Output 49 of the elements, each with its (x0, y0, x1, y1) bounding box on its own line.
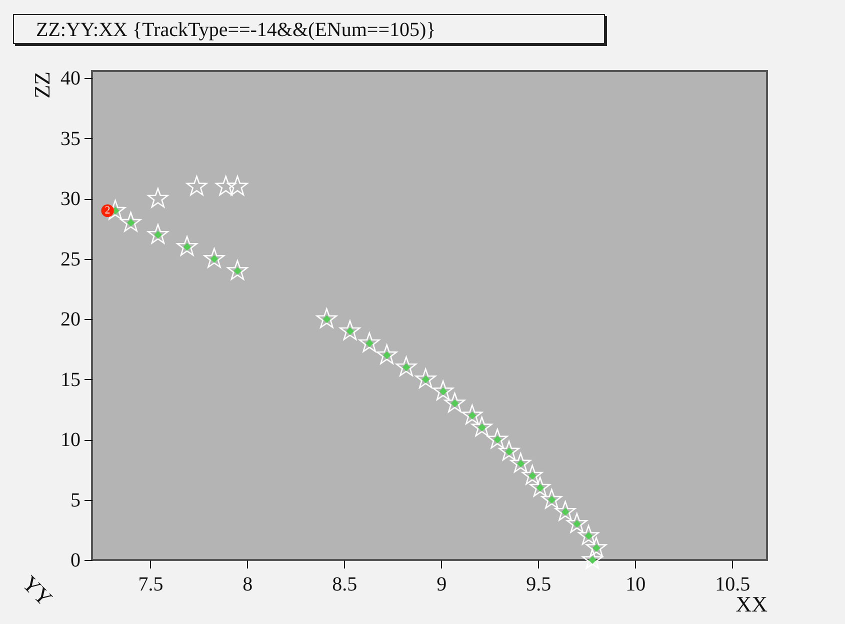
y-tick-label: 0 (70, 550, 80, 572)
point (554, 500, 576, 521)
point (215, 176, 236, 196)
x-tick-label: 8.5 (332, 574, 358, 596)
point (186, 176, 208, 196)
point (376, 344, 398, 364)
x-tick-label: 8 (242, 574, 253, 596)
point (444, 392, 466, 412)
point (176, 236, 198, 256)
y-tick-label: 15 (60, 368, 80, 391)
point (316, 308, 338, 328)
y-tick-label: 5 (70, 489, 80, 512)
annotation: 2 (104, 204, 110, 217)
y-axis-title: ZZ (30, 72, 54, 98)
point (432, 380, 454, 400)
point (462, 404, 483, 424)
point (415, 368, 436, 388)
x-tick-label: 10 (626, 574, 646, 596)
point (227, 176, 248, 196)
y-tick-label: 40 (60, 68, 80, 90)
point (358, 332, 380, 352)
y-tick-label: 35 (60, 128, 80, 150)
point (120, 212, 142, 232)
point (471, 416, 492, 436)
point (148, 188, 168, 208)
point (340, 320, 360, 340)
point (586, 537, 607, 557)
point (498, 440, 520, 461)
y-tick-label: 30 (60, 188, 80, 210)
point (227, 260, 248, 280)
x-tick-label: 9 (436, 574, 447, 596)
x-tick-label: 9.5 (526, 574, 552, 596)
point (582, 549, 603, 569)
point (541, 488, 562, 509)
point (530, 476, 550, 497)
chart-title: ZZ:YY:XX {TrackType==-14&&(ENum==105)} (13, 14, 605, 44)
y-tick-label: 10 (60, 429, 80, 452)
x-tick-label: 7.5 (138, 574, 164, 596)
point (522, 464, 543, 485)
point (204, 248, 225, 268)
point (578, 525, 599, 545)
text: YY (17, 570, 58, 611)
y-tick-label: 20 (60, 308, 80, 331)
point (396, 356, 417, 376)
point (486, 428, 508, 448)
point (510, 452, 532, 473)
y-tick-label: 25 (60, 248, 80, 270)
point (148, 224, 168, 244)
point (566, 512, 588, 533)
